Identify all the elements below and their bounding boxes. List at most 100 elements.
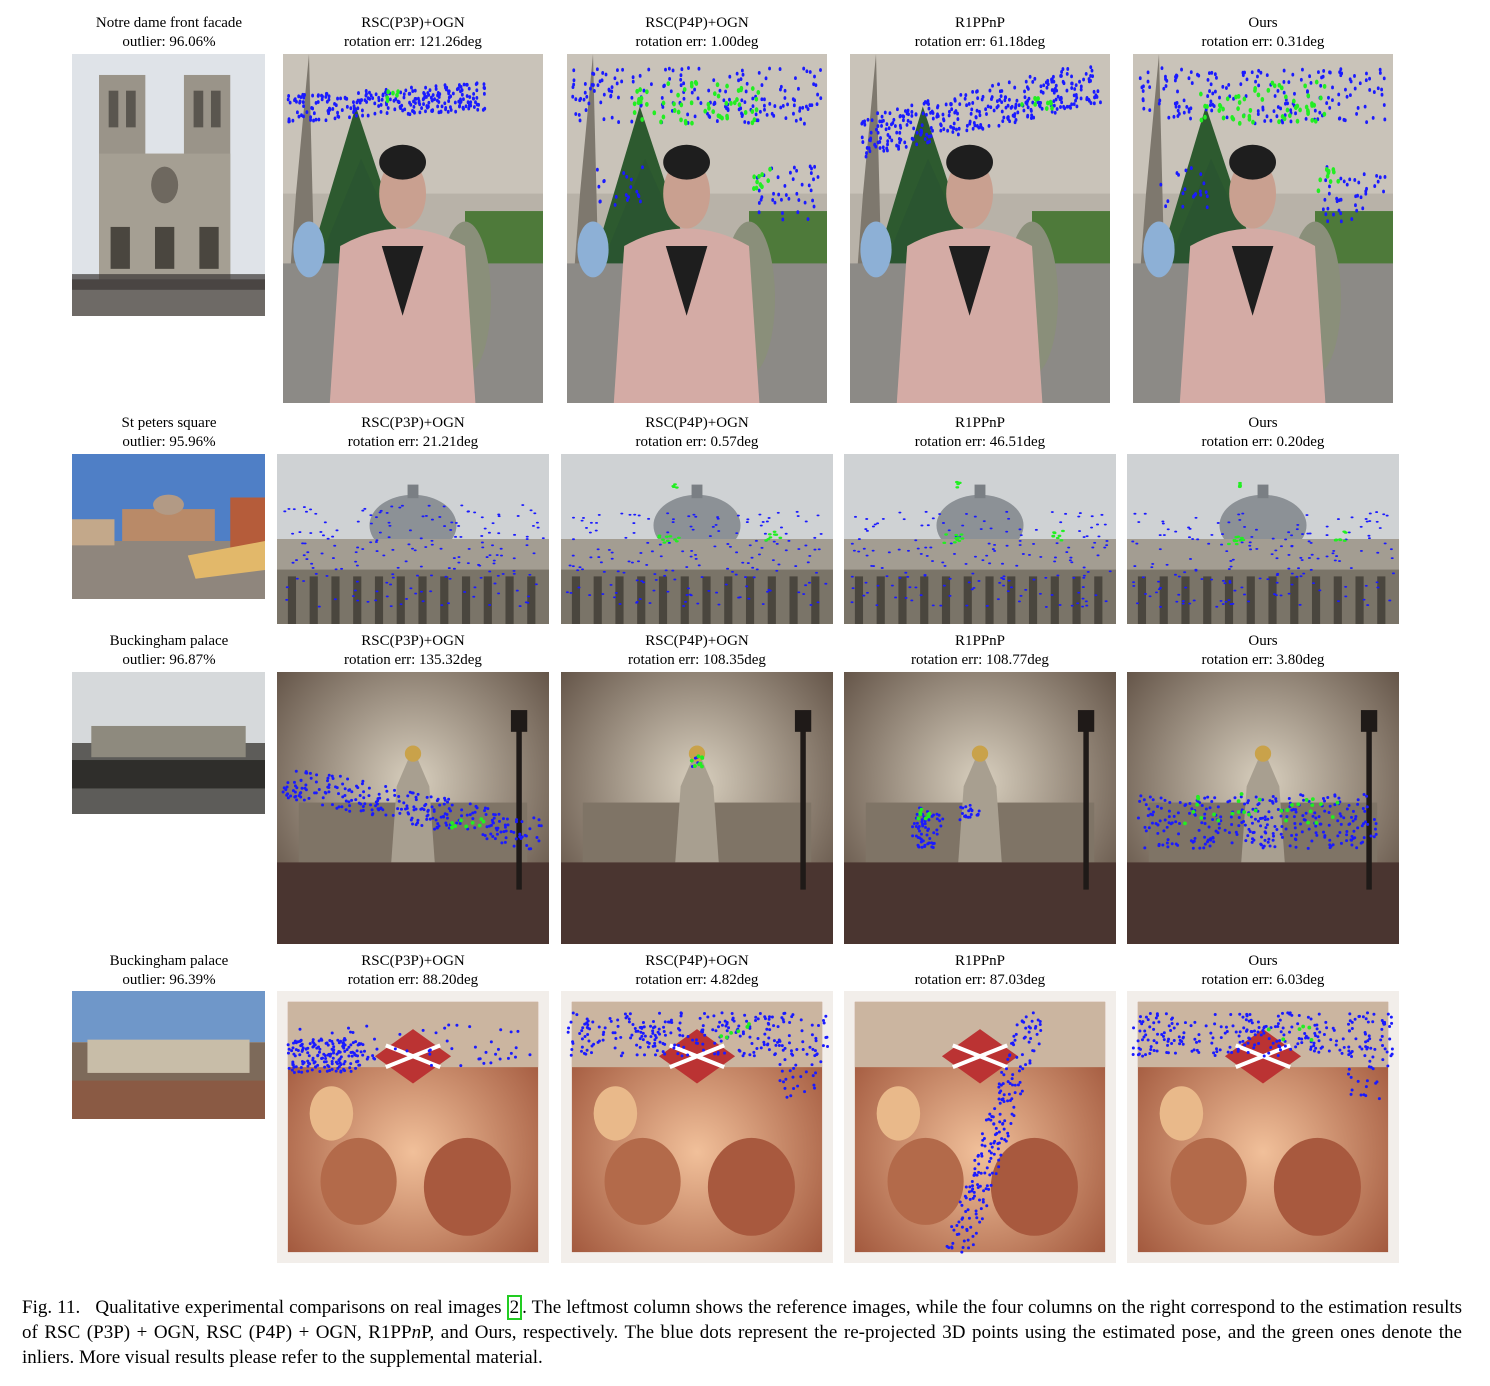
inlier-point — [635, 88, 639, 94]
reprojected-point — [910, 114, 914, 118]
reprojected-point — [304, 510, 308, 513]
inlier-point — [1298, 107, 1302, 113]
reprojected-point — [1318, 589, 1322, 592]
reprojected-point — [1030, 113, 1034, 118]
reprojected-point — [1029, 1037, 1033, 1041]
reprojected-point — [1256, 74, 1259, 79]
reprojected-point — [860, 135, 864, 140]
reprojected-point — [354, 551, 358, 554]
reprojected-point — [1013, 1091, 1017, 1095]
reprojected-point — [1264, 1024, 1268, 1028]
reprojected-point — [1085, 535, 1089, 538]
reprojected-point — [589, 556, 593, 559]
reprojected-point — [1243, 525, 1247, 528]
reprojected-point — [1269, 118, 1273, 123]
reprojected-point — [348, 115, 351, 120]
inlier-point — [391, 90, 395, 96]
inlier-point — [1234, 542, 1239, 546]
reprojected-point — [567, 1026, 571, 1030]
reprojected-point — [860, 121, 864, 126]
reprojected-point — [537, 818, 541, 822]
reprojected-point — [303, 786, 307, 790]
inlier-point — [700, 764, 704, 769]
reference-image-notre — [72, 54, 265, 316]
reprojected-point — [317, 1039, 321, 1043]
reprojected-point — [1144, 829, 1148, 833]
reprojected-point — [1341, 1037, 1345, 1041]
reprojected-point — [925, 132, 929, 137]
reprojected-point — [1273, 1025, 1277, 1029]
reprojected-point — [624, 1016, 628, 1020]
reprojected-point — [1189, 839, 1193, 843]
reprojected-point — [290, 1049, 294, 1053]
inlier-point — [1279, 808, 1284, 813]
reprojected-point — [1349, 567, 1353, 569]
reprojected-point — [980, 1154, 984, 1158]
reprojected-point — [1353, 86, 1357, 91]
reprojected-point — [617, 120, 621, 124]
reprojected-point — [906, 108, 910, 113]
reprojected-point — [1342, 117, 1346, 122]
reprojected-point — [481, 546, 485, 549]
reprojected-point — [1215, 1050, 1219, 1054]
reprojected-point — [1376, 551, 1380, 554]
reprojected-point — [1348, 93, 1352, 98]
reprojected-point — [482, 85, 486, 90]
reprojected-point — [1364, 1085, 1368, 1089]
inlier-point — [1334, 538, 1339, 541]
inlier-point — [1234, 535, 1239, 539]
reprojected-point — [1267, 837, 1271, 841]
reprojected-point — [1018, 528, 1022, 531]
reprojected-point — [356, 599, 360, 602]
citation-link[interactable]: 2 — [506, 1295, 523, 1320]
reprojected-point — [642, 1025, 646, 1029]
reprojected-point — [1033, 1026, 1037, 1030]
inlier-point — [1236, 799, 1241, 804]
reprojected-point — [645, 563, 649, 566]
reprojected-point — [312, 111, 316, 116]
reprojected-point — [500, 841, 504, 845]
reprojected-point — [1085, 95, 1089, 100]
reprojected-point — [1287, 567, 1291, 570]
reprojected-point — [1001, 1122, 1005, 1126]
reprojected-point — [457, 561, 461, 564]
reprojected-point — [989, 105, 993, 110]
reprojected-point — [759, 1046, 763, 1050]
reprojected-point — [980, 1152, 984, 1156]
reprojected-point — [1147, 807, 1151, 811]
reprojected-point — [1361, 807, 1365, 811]
reprojected-point — [1337, 92, 1341, 97]
reprojected-point — [1290, 833, 1294, 837]
reprojected-point — [1372, 835, 1376, 839]
reprojected-point — [351, 595, 355, 597]
reprojected-point — [671, 518, 675, 521]
inlier-point — [1191, 809, 1196, 814]
reprojected-point — [653, 1038, 657, 1042]
reprojected-point — [1250, 535, 1254, 538]
reprojected-point — [324, 118, 328, 123]
reprojected-point — [1216, 522, 1220, 524]
reprojected-point — [309, 776, 313, 780]
reprojected-point — [746, 562, 750, 565]
reprojected-point — [1350, 815, 1353, 819]
reprojected-point — [939, 128, 943, 133]
reprojected-point — [357, 1042, 361, 1046]
reprojected-point — [664, 67, 667, 72]
reprojected-point — [1035, 1032, 1039, 1036]
reprojected-point — [344, 799, 348, 803]
reprojected-point — [988, 88, 992, 93]
reprojected-point — [723, 1051, 727, 1055]
reprojected-point — [1148, 85, 1152, 90]
reprojected-point — [1356, 1079, 1360, 1083]
reprojected-point — [1024, 1015, 1028, 1019]
reprojected-point — [361, 1053, 365, 1057]
reprojected-point — [1090, 68, 1094, 73]
reprojected-point — [482, 82, 486, 87]
reprojected-point — [362, 796, 366, 800]
reprojected-point — [757, 553, 761, 556]
reprojected-point — [995, 105, 999, 110]
result-image-1-4 — [1133, 54, 1393, 403]
inlier-point — [1241, 113, 1246, 119]
reprojected-point — [1013, 1083, 1017, 1087]
reprojected-point — [773, 104, 777, 109]
